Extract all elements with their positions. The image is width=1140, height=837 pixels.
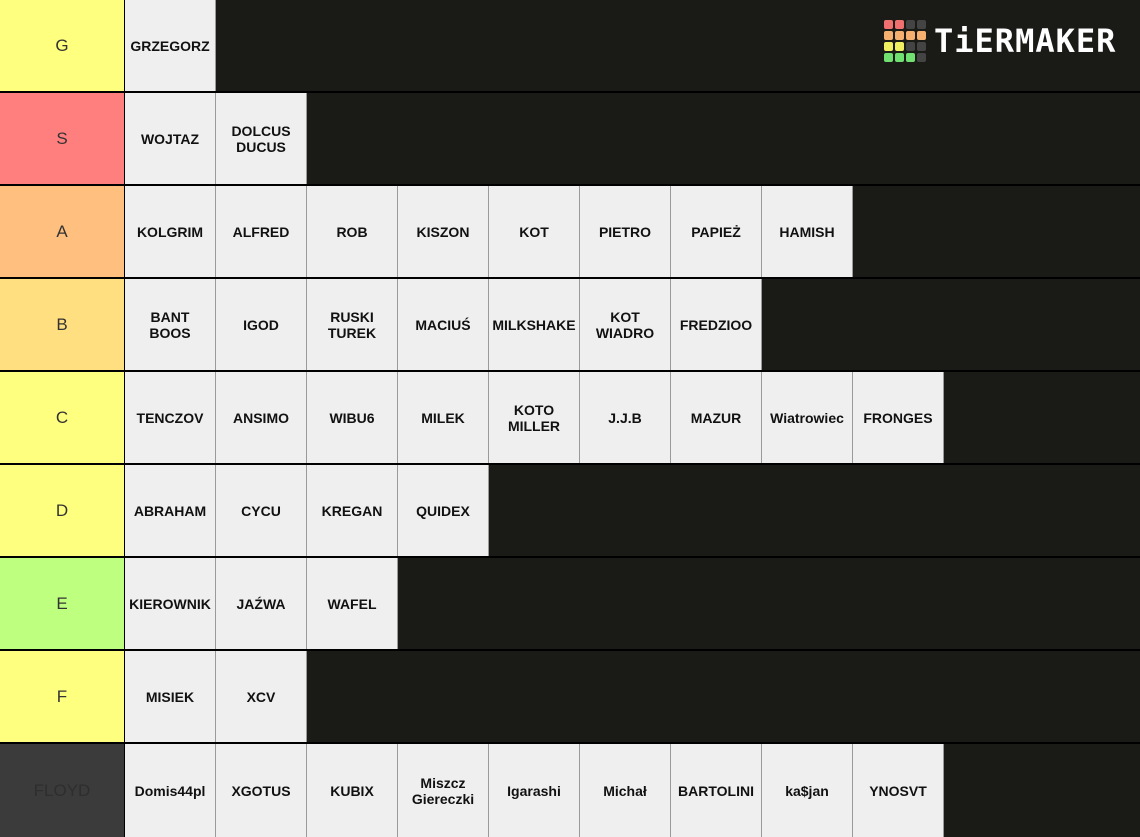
tier-item[interactable]: KREGAN: [307, 465, 398, 556]
tier-item[interactable]: FREDZIOO: [671, 279, 762, 370]
tier-item[interactable]: MILKSHAKE: [489, 279, 580, 370]
logo-cell: [895, 42, 904, 51]
tier-item[interactable]: Wiatrowiec: [762, 372, 853, 463]
tier-items: BANT BOOS IGOD RUSKI TUREK MACIUŚ MILKSHAKE K…: [125, 279, 762, 370]
logo-cell: [917, 31, 926, 40]
logo-grid-icon: [884, 20, 926, 62]
tier-label[interactable]: FLOYD: [0, 744, 125, 837]
logo-cell: [895, 20, 904, 29]
tier-item[interactable]: BARTOLINI: [671, 744, 762, 837]
logo-cell: [895, 31, 904, 40]
tier-row: A KOLGRIM ALFRED ROB KISZON KOT PIETRO PAPIEŻ HA…: [0, 186, 1140, 279]
tier-items: ABRAHAM CYCU KREGAN QUIDEX: [125, 465, 489, 556]
tier-item[interactable]: PIETRO: [580, 186, 671, 277]
tier-item[interactable]: QUIDEX: [398, 465, 489, 556]
tier-item[interactable]: ALFRED: [216, 186, 307, 277]
logo-cell: [917, 42, 926, 51]
tier-items: TENCZOV ANSIMO WIBU6 MILEK KOTO MILLER J.J.B M…: [125, 372, 944, 463]
tier-item[interactable]: MACIUŚ: [398, 279, 489, 370]
tier-label[interactable]: C: [0, 372, 125, 463]
tier-label[interactable]: E: [0, 558, 125, 649]
logo-cell: [884, 20, 893, 29]
tier-item[interactable]: ABRAHAM: [125, 465, 216, 556]
tier-item[interactable]: XCV: [216, 651, 307, 742]
logo-cell: [884, 53, 893, 62]
tier-item[interactable]: WIBU6: [307, 372, 398, 463]
tier-item[interactable]: WOJTAZ: [125, 93, 216, 184]
tier-row: E KIEROWNIK JAŹWA WAFEL: [0, 558, 1140, 651]
tier-label[interactable]: S: [0, 93, 125, 184]
logo-cell: [884, 31, 893, 40]
tier-items: KOLGRIM ALFRED ROB KISZON KOT PIETRO PAPIEŻ HAM…: [125, 186, 853, 277]
tier-item[interactable]: KISZON: [398, 186, 489, 277]
tier-item[interactable]: ROB: [307, 186, 398, 277]
tier-item[interactable]: YNOSVT: [853, 744, 944, 837]
tier-items: KIEROWNIK JAŹWA WAFEL: [125, 558, 398, 649]
tier-item[interactable]: Miszcz Giereczki: [398, 744, 489, 837]
tier-items: WOJTAZ DOLCUS DUCUS: [125, 93, 307, 184]
tier-item[interactable]: MISIEK: [125, 651, 216, 742]
tier-item[interactable]: HAMISH: [762, 186, 853, 277]
logo-text: TiERMAKER: [934, 22, 1117, 60]
logo-cell: [906, 53, 915, 62]
tier-item[interactable]: FRONGES: [853, 372, 944, 463]
logo-cell: [917, 53, 926, 62]
logo-cell: [906, 31, 915, 40]
tier-item[interactable]: JAŹWA: [216, 558, 307, 649]
tier-row: S WOJTAZ DOLCUS DUCUS: [0, 93, 1140, 186]
tier-label[interactable]: A: [0, 186, 125, 277]
tier-item[interactable]: DOLCUS DUCUS: [216, 93, 307, 184]
tier-label[interactable]: D: [0, 465, 125, 556]
tier-items: Domis44pl XGOTUS KUBIX Miszcz Giereczki Igar…: [125, 744, 944, 837]
tier-item[interactable]: MILEK: [398, 372, 489, 463]
tier-row: B BANT BOOS IGOD RUSKI TUREK MACIUŚ MILKSHAKE…: [0, 279, 1140, 372]
logo-cell: [906, 20, 915, 29]
tier-item[interactable]: KOTO MILLER: [489, 372, 580, 463]
tier-row: D ABRAHAM CYCU KREGAN QUIDEX: [0, 465, 1140, 558]
tier-item[interactable]: KOLGRIM: [125, 186, 216, 277]
tier-item[interactable]: KOT WIADRO: [580, 279, 671, 370]
tier-item[interactable]: ka$jan: [762, 744, 853, 837]
tier-item[interactable]: WAFEL: [307, 558, 398, 649]
tier-item[interactable]: XGOTUS: [216, 744, 307, 837]
tier-item[interactable]: KUBIX: [307, 744, 398, 837]
tier-item[interactable]: Igarashi: [489, 744, 580, 837]
tiermaker-logo: TiERMAKER: [884, 20, 1116, 62]
tier-item[interactable]: KOT: [489, 186, 580, 277]
tier-item[interactable]: J.J.B: [580, 372, 671, 463]
tier-item[interactable]: MAZUR: [671, 372, 762, 463]
tier-row: FLOYD Domis44pl XGOTUS KUBIX Miszcz Giereczk…: [0, 744, 1140, 837]
tier-item[interactable]: BANT BOOS: [125, 279, 216, 370]
tier-item[interactable]: ANSIMO: [216, 372, 307, 463]
tier-row: F MISIEK XCV: [0, 651, 1140, 744]
tier-items: MISIEK XCV: [125, 651, 307, 742]
tier-row: G GRZEGORZ: [0, 0, 1140, 93]
tier-item[interactable]: IGOD: [216, 279, 307, 370]
tier-item[interactable]: PAPIEŻ: [671, 186, 762, 277]
tier-items: GRZEGORZ: [125, 0, 216, 91]
tier-label[interactable]: F: [0, 651, 125, 742]
logo-cell: [895, 53, 904, 62]
tier-item[interactable]: CYCU: [216, 465, 307, 556]
tier-item[interactable]: Domis44pl: [125, 744, 216, 837]
tier-item[interactable]: TENCZOV: [125, 372, 216, 463]
tier-item[interactable]: KIEROWNIK: [125, 558, 216, 649]
tier-item[interactable]: GRZEGORZ: [125, 0, 216, 91]
logo-cell: [917, 20, 926, 29]
tier-item[interactable]: Michał: [580, 744, 671, 837]
logo-cell: [906, 42, 915, 51]
tier-row: C TENCZOV ANSIMO WIBU6 MILEK KOTO MILLER J.J.B…: [0, 372, 1140, 465]
tier-label[interactable]: G: [0, 0, 125, 91]
tier-label[interactable]: B: [0, 279, 125, 370]
logo-cell: [884, 42, 893, 51]
tier-item[interactable]: RUSKI TUREK: [307, 279, 398, 370]
